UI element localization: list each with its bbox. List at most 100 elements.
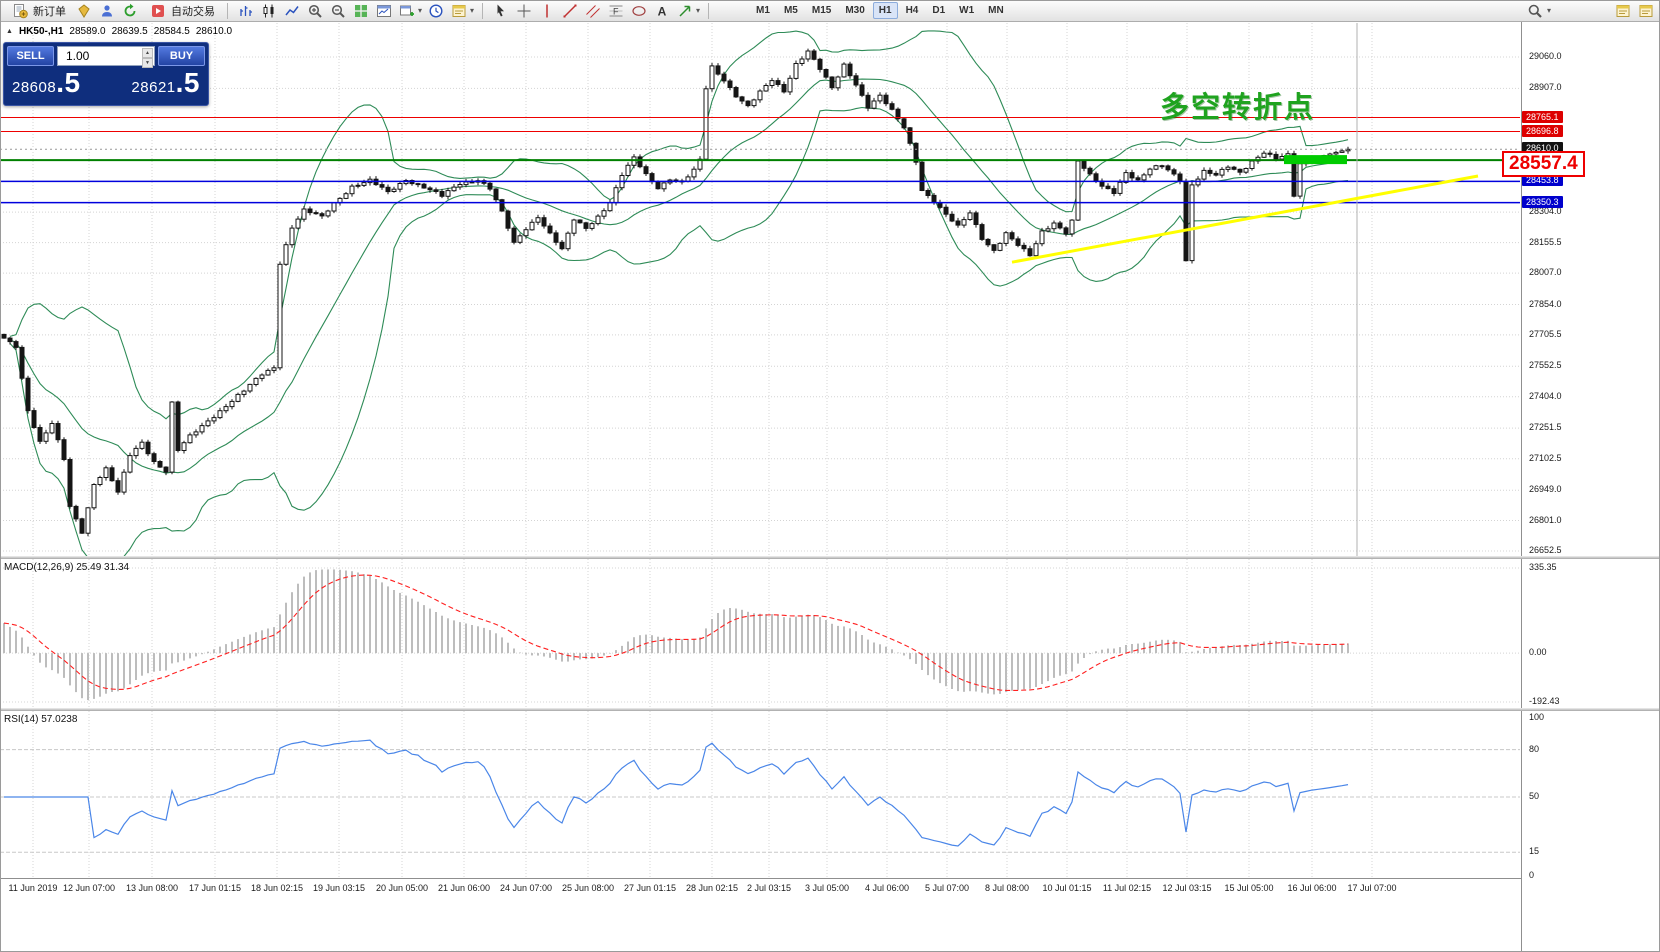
rsi-axis-label: 50 — [1529, 791, 1540, 801]
toolbar-group-draw-tools: F A ▾ — [490, 2, 701, 20]
cursor-icon[interactable] — [490, 2, 511, 20]
volume-stepper: ▲ ▼ — [142, 48, 153, 68]
vertical-line-icon[interactable] — [536, 2, 557, 20]
time-axis-label: 25 Jun 08:00 — [561, 883, 615, 893]
shapes-icon[interactable] — [628, 2, 649, 20]
search-icon-dropdown[interactable]: ▾ — [1546, 6, 1551, 15]
market-watch-icon[interactable] — [96, 2, 117, 20]
timeframe-button-m5[interactable]: M5 — [783, 5, 798, 16]
arrows-icon[interactable] — [674, 2, 695, 20]
time-axis-label: 5 Jul 07:00 — [924, 883, 970, 893]
templates-icon-dropdown[interactable]: ▾ — [470, 6, 475, 15]
refresh-icon[interactable] — [119, 2, 140, 20]
price-tag: 28453.8 — [1522, 174, 1563, 187]
macd-axis-label: 0.00 — [1529, 647, 1547, 658]
navigator-icon[interactable] — [1635, 2, 1656, 20]
rsi-line — [4, 739, 1349, 847]
time-axis[interactable]: 11 Jun 2019 12 Jun 07:00 13 Jun 08:00 17 Ju… — [0, 878, 1521, 901]
time-axis-label: 13 Jun 08:00 — [125, 883, 179, 893]
price-axis-label: 28155.5 — [1529, 236, 1562, 247]
price-axis-label: 27251.5 — [1529, 422, 1562, 433]
toolbar-group-chart-tools: ▾ ▾ — [235, 2, 475, 20]
price-axis[interactable]: 29060.0 28907.0 28304.0 28155.5 28007.0 27854… — [1521, 22, 1660, 952]
time-axis-label: 18 Jun 02:15 — [250, 883, 304, 893]
new-chart-icon[interactable] — [396, 2, 417, 20]
clock-icon[interactable] — [425, 2, 446, 20]
macd-histogram — [3, 569, 1349, 701]
time-axis-label: 11 Jun 2019 — [8, 883, 58, 893]
turning-point-annotation: 多空转折点 — [1160, 92, 1316, 124]
macd-signal-line — [3, 574, 1349, 692]
trendline-icon[interactable] — [559, 2, 580, 20]
quote-open: 28589.0 — [69, 26, 106, 37]
collapse-panel-icon[interactable]: ▲ — [6, 28, 13, 35]
rsi-axis-label: 15 — [1529, 846, 1540, 857]
timeframe-button-group: M1 M5 M15 M30 H1 H4 D1 W1 MN — [750, 2, 1010, 19]
price-axis-label: 26949.0 — [1529, 484, 1562, 495]
volume-increase-button[interactable]: ▲ — [142, 48, 153, 58]
buy-button[interactable]: BUY — [158, 46, 205, 66]
time-axis-label: 16 Jul 06:00 — [1287, 883, 1337, 893]
arrows-icon-dropdown[interactable]: ▾ — [696, 6, 701, 15]
auto-trading-label: 自动交易 — [171, 5, 215, 18]
profiles-icon[interactable] — [73, 2, 94, 20]
ask-price: 28621.5 — [131, 66, 200, 105]
time-axis-label: 15 Jul 05:00 — [1224, 883, 1274, 893]
time-axis-label: 20 Jun 05:00 — [375, 883, 429, 893]
chart-window-icon[interactable] — [373, 2, 394, 20]
volume-decrease-button[interactable]: ▼ — [142, 58, 153, 68]
timeframe-button-h4[interactable]: H4 — [905, 5, 919, 16]
time-axis-label: 19 Jun 03:15 — [312, 883, 366, 893]
timeframe-button-w1[interactable]: W1 — [959, 5, 975, 16]
price-chart-canvas[interactable] — [0, 22, 1521, 952]
timeframe-button-h1[interactable]: H1 — [872, 2, 898, 19]
timeframe-button-m30[interactable]: M30 — [845, 5, 865, 16]
time-axis-label: 12 Jun 07:00 — [62, 883, 116, 893]
auto-trading-button[interactable]: 自动交易 — [142, 1, 220, 20]
bid-price: 28608.5 — [12, 66, 81, 105]
tile-windows-icon[interactable] — [350, 2, 371, 20]
data-window-icon[interactable] — [1612, 2, 1633, 20]
bid-price-main: 28608 — [12, 79, 57, 96]
toolbar-separator — [482, 2, 484, 19]
bar-chart-icon[interactable] — [235, 2, 256, 20]
zoom-out-icon[interactable] — [327, 2, 348, 20]
line-chart-icon[interactable] — [281, 2, 302, 20]
time-axis-label: 8 Jul 08:00 — [984, 883, 1030, 893]
rsi-axis-label: 100 — [1529, 712, 1545, 722]
support-highlight-segment — [1284, 155, 1347, 165]
price-axis-label: 27552.5 — [1529, 360, 1562, 371]
price-axis-label: 27102.5 — [1529, 452, 1562, 463]
candlestick-chart-icon[interactable] — [258, 2, 279, 20]
timeframe-button-m1[interactable]: M1 — [756, 5, 770, 16]
crosshair-icon[interactable] — [513, 2, 534, 20]
quote-header: ▲ HK50-,H1 28589.0 28639.5 28584.5 28610… — [6, 26, 232, 37]
ask-price-main: 28621 — [131, 79, 176, 96]
new-order-label: 新订单 — [33, 5, 66, 18]
sell-button[interactable]: SELL — [7, 46, 54, 66]
quote-high: 28639.5 — [111, 26, 148, 37]
horizontal-level-lines — [0, 117, 1520, 204]
price-axis-label: 26801.0 — [1529, 514, 1562, 525]
templates-icon[interactable] — [448, 2, 469, 20]
time-axis-label: 10 Jul 01:15 — [1042, 883, 1092, 893]
toolbar-group-right: ▾ — [1525, 2, 1656, 20]
fibonacci-icon[interactable]: F — [605, 2, 626, 20]
volume-input[interactable]: 1.00 ▲ ▼ — [57, 46, 155, 68]
timeframe-button-mn[interactable]: MN — [988, 5, 1004, 16]
new-chart-icon-dropdown[interactable]: ▾ — [418, 6, 423, 15]
panel-splitter[interactable] — [0, 556, 1660, 559]
new-order-icon — [9, 2, 30, 20]
channel-icon[interactable] — [582, 2, 603, 20]
timeframe-button-d1[interactable]: D1 — [932, 5, 946, 16]
zoom-in-icon[interactable] — [304, 2, 325, 20]
time-axis-label: 21 Jun 06:00 — [437, 883, 491, 893]
search-icon[interactable] — [1525, 2, 1546, 20]
timeframe-button-m15[interactable]: M15 — [811, 5, 832, 16]
panel-splitter[interactable] — [0, 708, 1660, 711]
text-icon[interactable]: A — [651, 2, 672, 20]
yellow-trendline — [1011, 174, 1479, 264]
bollinger-bands — [9, 30, 1349, 557]
grid — [0, 23, 1520, 878]
new-order-button[interactable]: 新订单 — [4, 1, 71, 20]
